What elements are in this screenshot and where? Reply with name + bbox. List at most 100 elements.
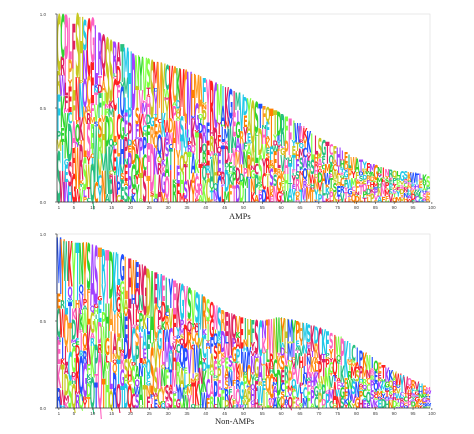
non-amps-residue-letter: Q: [146, 356, 151, 380]
non-amps-residue-letter: R: [370, 375, 375, 382]
amps-residue-letter: D: [224, 141, 229, 170]
amps-residue-letter: S: [295, 170, 299, 182]
non-amps-residue-letter: N: [418, 393, 423, 400]
non-amps-residue-letter: A: [150, 251, 155, 367]
amps-residue-letter: F: [269, 160, 273, 164]
non-amps-residue-letter: A: [90, 229, 95, 326]
non-amps-residue-letter: G: [157, 324, 162, 356]
non-amps-residue-letter: M: [216, 337, 222, 342]
non-amps-residue-letter: N: [187, 318, 192, 322]
non-amps-residue-letter: S: [180, 335, 184, 341]
amps-residue-letter: Q: [75, 120, 80, 149]
amps-residue-letter: V: [120, 163, 125, 177]
amps-residue-letter: V: [120, 81, 125, 88]
amps-residue-letter: Y: [291, 187, 296, 207]
amps-residue-letter: Q: [392, 197, 398, 204]
non-amps-residue-letter: I: [61, 332, 63, 367]
non-amps-residue-letter: C: [295, 398, 300, 409]
non-amps-residue-letter: S: [206, 293, 210, 328]
amps-residue-letter: K: [79, 112, 84, 148]
amps-residue-letter: H: [284, 171, 289, 198]
amps-residue-letter: E: [247, 133, 251, 145]
non-amps-residue-letter: V: [422, 397, 428, 399]
non-amps-residue-letter: H: [358, 377, 363, 384]
non-amps-residue-letter: P: [217, 339, 221, 365]
non-amps-residue-letter: V: [157, 405, 162, 410]
amps-residue-letter: Q: [213, 181, 218, 192]
non-amps-residue-letter: N: [288, 360, 293, 363]
amps-residue-letter: D: [276, 105, 281, 144]
non-amps-residue-letter: S: [154, 361, 158, 401]
amps-residue-letter: R: [57, 65, 62, 103]
amps-residue-letter: A: [165, 129, 170, 146]
amps-residue-letter: L: [322, 179, 326, 199]
amps-residue-letter: K: [176, 61, 181, 111]
amps-residue-letter: Y: [306, 168, 311, 190]
non-amps-residue-letter: L: [87, 288, 91, 334]
amps-residue-letter: S: [83, 148, 87, 201]
amps-residue-letter: K: [172, 179, 177, 186]
amps-residue-letter: L: [322, 194, 326, 205]
amps-residue-letter: C: [86, 3, 90, 93]
non-amps-residue-letter: E: [281, 366, 285, 386]
amps-residue-letter: D: [243, 93, 248, 122]
non-amps-residue-letter: T: [243, 405, 247, 410]
amps-residue-letter: N: [355, 192, 360, 197]
non-amps-residue-letter: P: [139, 310, 143, 332]
amps-x-tick-label: 35: [184, 205, 190, 210]
amps-residue-letter: P: [83, 197, 88, 204]
non-amps-residue-letter: N: [138, 257, 143, 306]
non-amps-residue-letter: I: [110, 389, 112, 393]
non-amps-residue-letter: I: [311, 350, 313, 359]
non-amps-residue-letter: P: [340, 334, 344, 376]
non-amps-residue-letter: P: [307, 343, 312, 347]
non-amps-residue-letter: W: [309, 371, 316, 378]
non-amps-x-tick-label: 40: [203, 411, 209, 416]
amps-residue-letter: E: [378, 196, 382, 198]
amps-residue-letter: M: [313, 177, 319, 179]
amps-residue-letter: S: [98, 113, 102, 145]
amps-residue-letter: W: [268, 166, 275, 171]
amps-residue-letter: P: [198, 126, 202, 175]
amps-residue-letter: K: [232, 164, 237, 175]
non-amps-residue-letter: A: [310, 403, 315, 410]
non-amps-residue-letter: F: [292, 395, 296, 412]
non-amps-residue-letter: D: [138, 405, 143, 409]
non-amps-residue-letter: E: [378, 360, 382, 377]
non-amps-residue-letter: N: [213, 299, 218, 338]
amps-residue-letter: Y: [243, 123, 248, 147]
amps-residue-letter: T: [363, 198, 367, 204]
amps-residue-letter: W: [74, 187, 81, 207]
non-amps-residue-letter: W: [421, 394, 428, 397]
non-amps-residue-letter: C: [68, 344, 72, 390]
amps-residue-letter: T: [288, 158, 292, 190]
amps-residue-letter: D: [359, 172, 364, 177]
amps-residue-letter: M: [108, 107, 114, 121]
non-amps-residue-letter: S: [135, 392, 139, 414]
non-amps-residue-letter: E: [344, 374, 348, 392]
non-amps-residue-letter: I: [263, 386, 265, 412]
amps-residue-letter: C: [60, 2, 64, 71]
non-amps-residue-letter: D: [75, 342, 80, 360]
non-amps-residue-letter: S: [87, 233, 91, 305]
amps-residue-letter: C: [116, 192, 120, 204]
amps-residue-letter: T: [210, 190, 214, 204]
non-amps-residue-letter: G: [250, 400, 255, 407]
non-amps-residue-letter: L: [105, 353, 109, 365]
non-amps-residue-letter: P: [292, 387, 297, 389]
amps-residue-letter: A: [306, 152, 311, 155]
amps-x-tick-label: 45: [222, 205, 228, 210]
non-amps-residue-letter: H: [396, 406, 402, 407]
